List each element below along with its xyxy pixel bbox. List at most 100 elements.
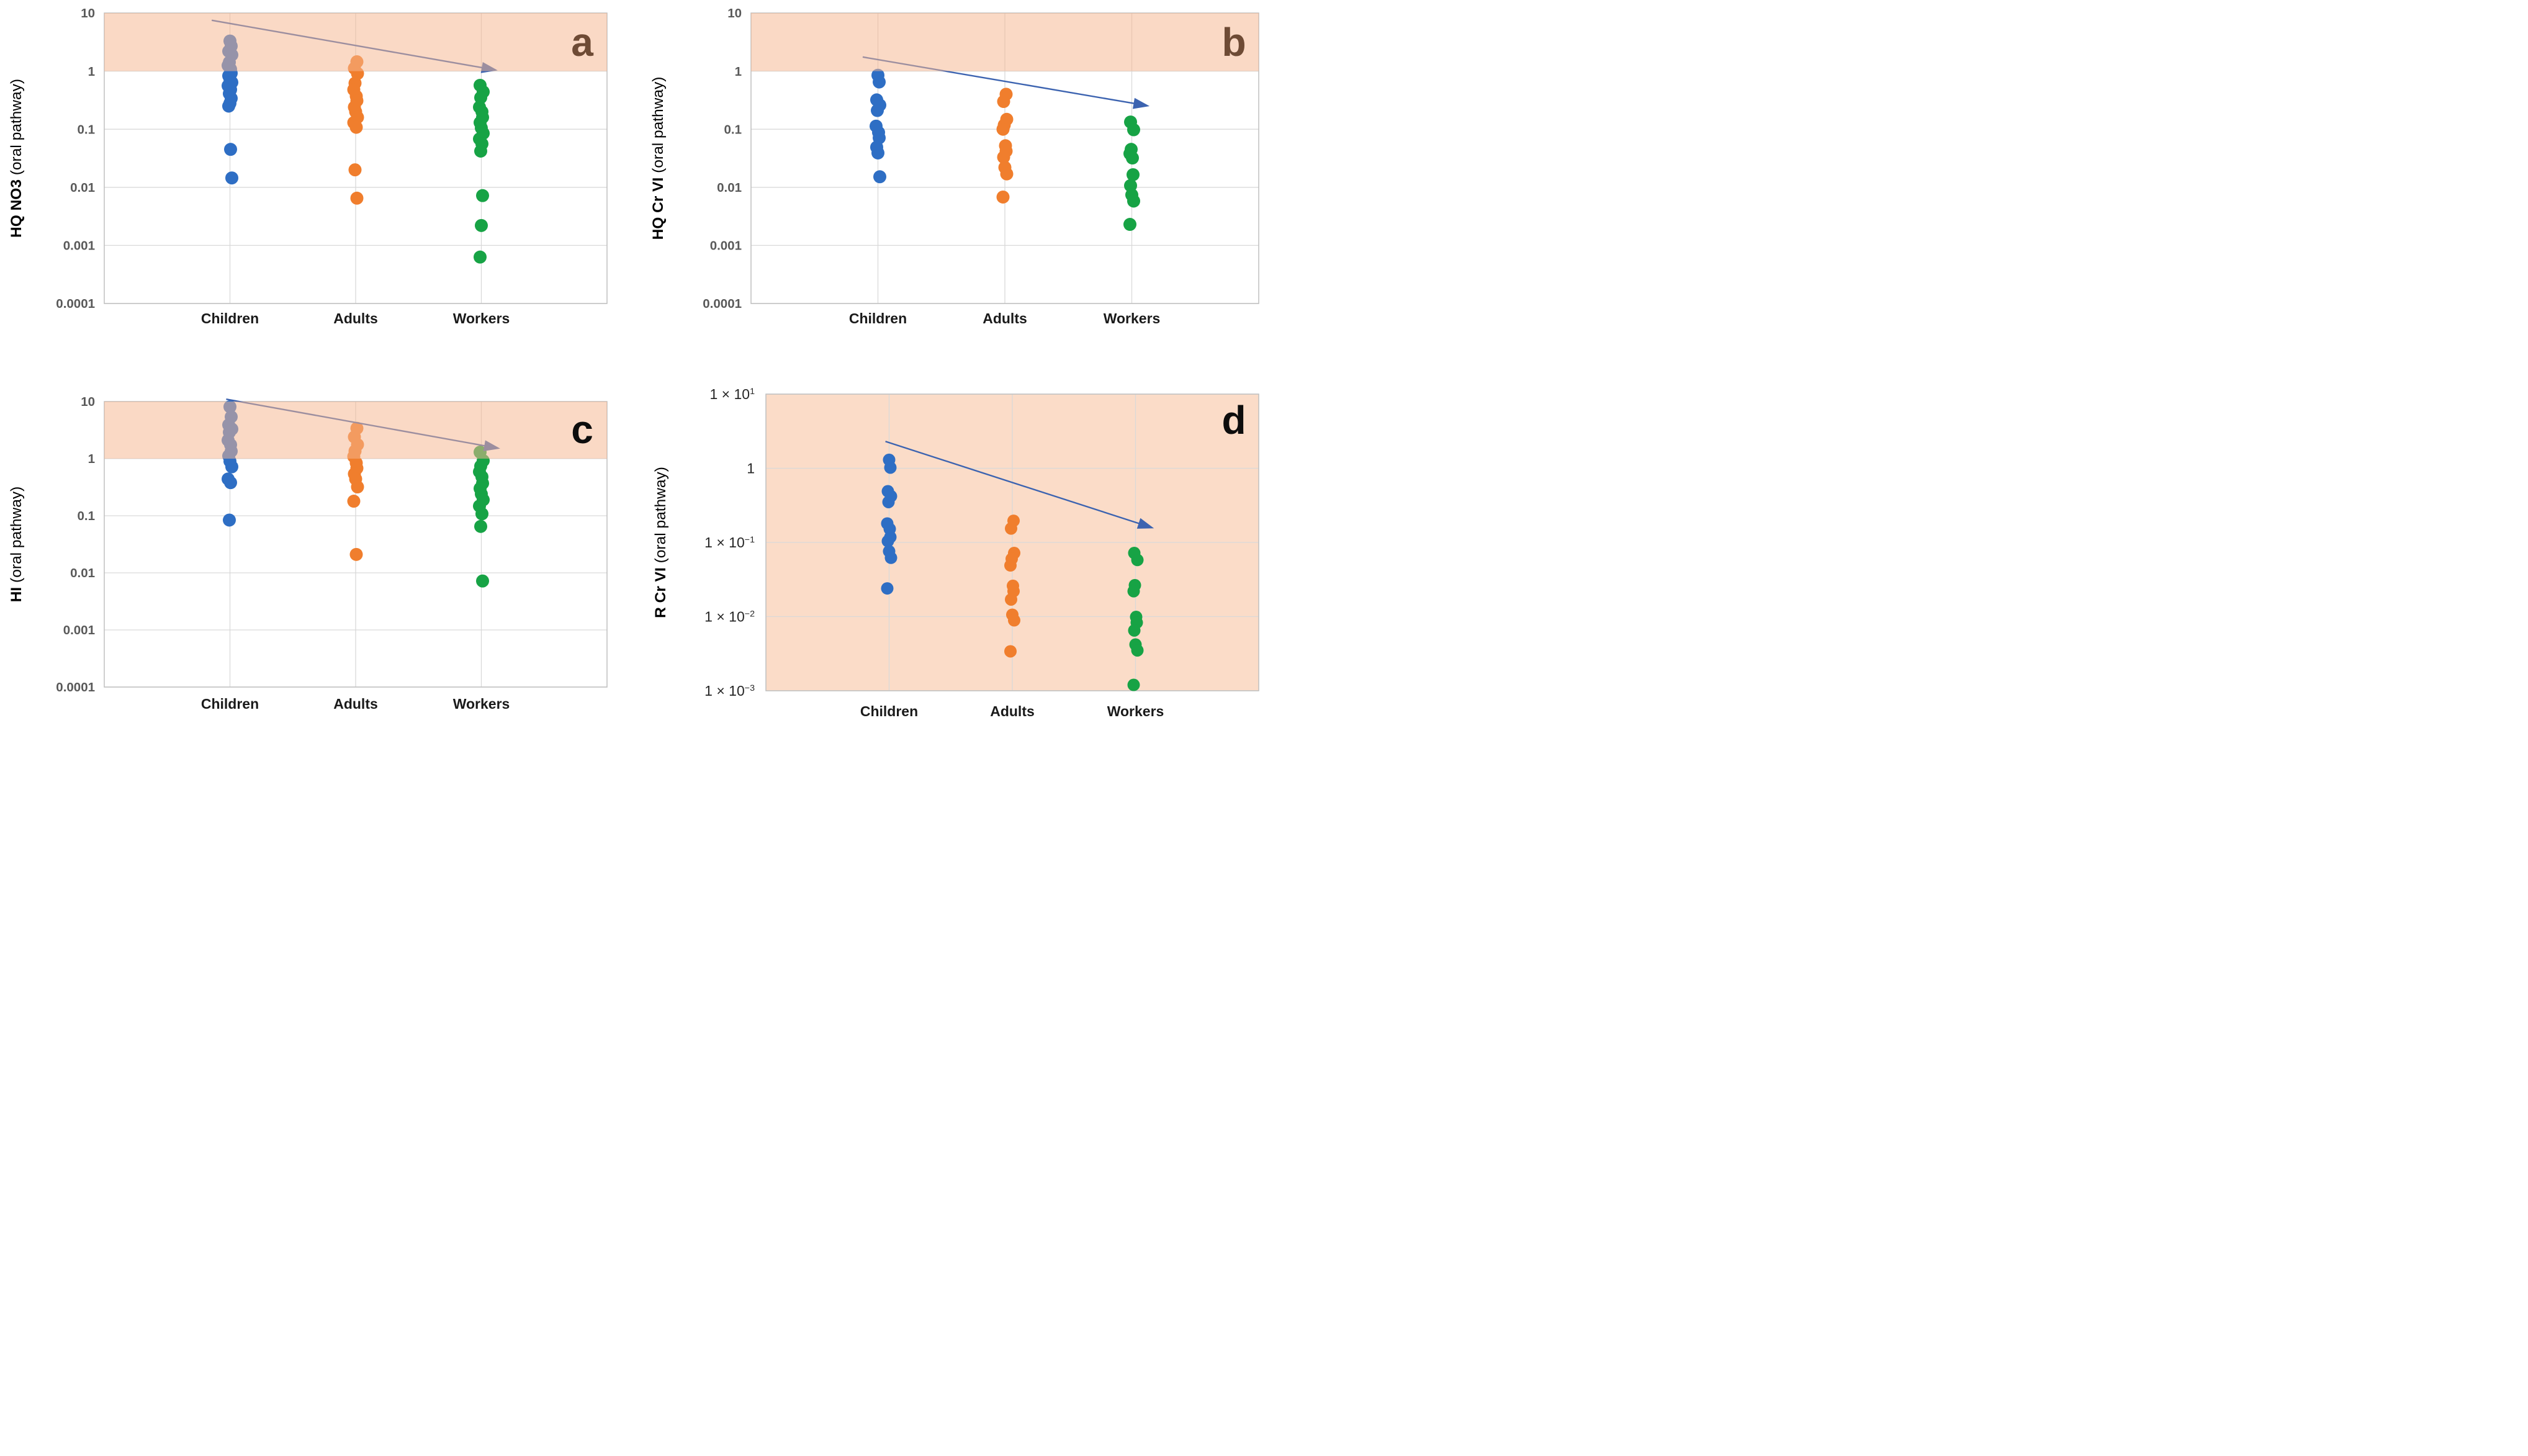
data-point [348,163,362,177]
data-point [884,551,897,564]
threshold-band [751,13,1259,71]
trend-arrow-head [1136,518,1154,529]
series-children [881,453,897,595]
data-point [349,547,363,561]
data-point [475,218,488,232]
y-tick-label: 1 [747,461,755,477]
y-tick-label: 0.0001 [56,297,95,311]
y-tick-label: 0.01 [70,181,95,195]
data-point [476,574,489,588]
data-point [1131,554,1144,567]
series-workers [1123,115,1140,231]
data-point [1127,168,1140,181]
data-point [871,146,884,160]
data-point [1005,522,1017,535]
data-point [1127,585,1140,598]
data-point [474,250,487,264]
y-tick-label: 0.001 [63,623,95,637]
data-point [474,144,487,158]
data-point [996,122,1010,136]
x-category-label: Adults [333,310,378,326]
data-point [881,534,894,547]
data-point [997,150,1010,164]
risk-panels-chart: a 10 1 0.1 0.01 0.001 0.0001 Children Adults Work… [8,6,1259,719]
y-tick-label: 0.001 [63,239,95,253]
panel-c: c 10 1 0.1 0.01 0.001 0.0001 Children Adults Work… [8,395,608,712]
series-children [870,68,886,184]
data-point [881,582,894,595]
data-point [1004,645,1017,658]
data-point [1008,614,1020,627]
panel-letter: c [571,407,593,452]
x-category-label: Workers [453,696,510,712]
panel-letter: b [1221,20,1246,65]
y-tick-label: 1 × 10−3 [704,683,755,699]
data-point [1004,559,1017,572]
plot-border [765,393,1259,691]
data-point [474,91,487,104]
y-axis-title: HI (oral pathway) [8,487,25,603]
data-point [224,143,237,156]
y-axis-title: HQ NO3 (oral pathway) [8,79,25,238]
trend-arrow-head [1132,97,1150,109]
data-point [1127,678,1140,691]
data-point [996,190,1010,204]
x-category-label: Workers [1104,310,1161,326]
data-point [1127,123,1140,137]
y-tick-label: 0.1 [78,122,96,137]
data-point [347,495,361,508]
risk-assessment-figure: a 10 1 0.1 0.01 0.001 0.0001 Children Adults Work… [0,0,1264,728]
data-point [225,171,238,185]
panel-d: d 1 × 101 1 1 × 10−1 1 × 10−2 1 × 10−3 Childre… [652,386,1259,719]
data-point [873,170,886,184]
x-category-label: Children [201,310,259,326]
y-tick-label: 10 [81,395,95,409]
y-tick-label: 0.001 [710,239,742,253]
data-point [873,75,886,89]
series-workers [473,78,490,264]
x-category-label: Adults [990,703,1035,719]
y-tick-label: 10 [81,6,95,20]
data-point [882,495,895,508]
y-tick-label: 0.1 [78,509,96,523]
y-tick-label: 1 [735,65,742,79]
data-point [476,189,489,202]
panel-a: a 10 1 0.1 0.01 0.001 0.0001 Children Adults Work… [8,6,608,326]
threshold-band [104,13,607,71]
y-axis-title: HQ Cr VI (oral pathway) [650,77,667,240]
data-point [1005,593,1017,606]
series-adults [1004,515,1020,658]
trend-arrow-line [885,441,1141,525]
y-tick-label: 1 [88,452,95,466]
threshold-band [104,402,607,459]
data-point [224,476,237,490]
y-tick-label: 0.0001 [56,680,95,694]
data-point [474,519,487,533]
x-category-label: Children [201,696,259,712]
data-point [1128,624,1141,637]
data-point [1127,194,1140,208]
data-point [997,95,1010,109]
x-category-label: Children [849,310,907,326]
x-category-label: Children [860,703,918,719]
data-point [871,104,884,117]
panel-letter: d [1221,398,1246,443]
x-category-label: Adults [333,696,378,712]
y-tick-label: 0.01 [70,566,95,580]
y-tick-label: 10 [727,6,742,20]
data-point [1131,644,1144,657]
series-adults [996,88,1014,204]
y-tick-label: 1 × 10−1 [704,534,755,550]
y-tick-label: 1 × 10−2 [704,609,755,625]
y-tick-label: 1 [88,65,95,79]
y-tick-label: 0.1 [724,122,742,137]
y-tick-label: 0.0001 [703,297,742,311]
y-axis-title: R Cr VI (oral pathway) [652,467,669,618]
x-category-label: Workers [1107,703,1164,719]
data-point [223,513,236,527]
data-point [1123,218,1136,231]
data-point [1126,151,1139,165]
series-workers [1127,547,1144,691]
y-tick-label: 0.01 [717,181,742,195]
data-point [1000,167,1014,181]
